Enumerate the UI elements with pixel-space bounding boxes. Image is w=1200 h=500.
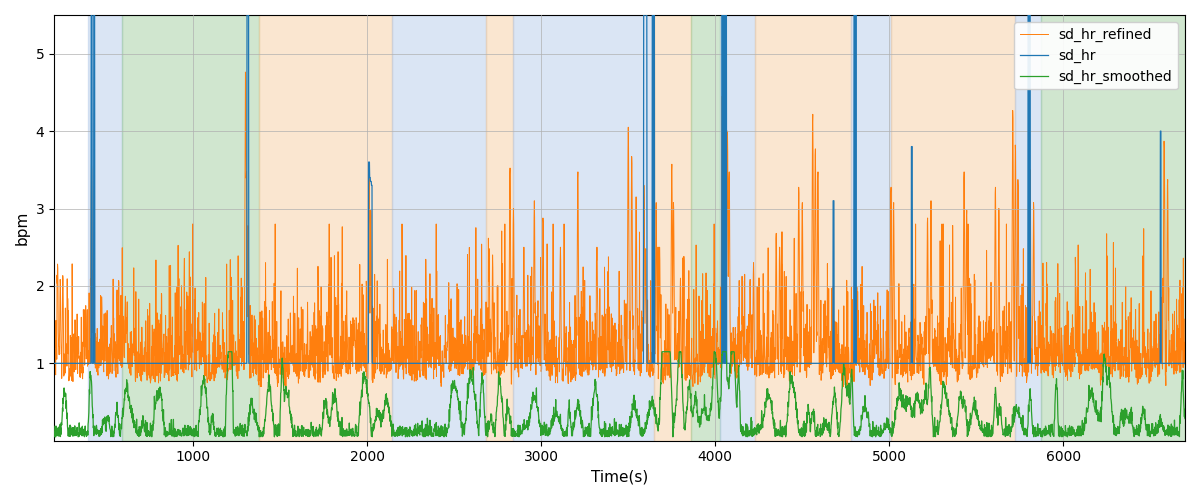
Bar: [259, 15, 391, 440]
sd_hr_refined: [696, 362, 710, 368]
sd_hr: [90, 360, 104, 366]
sd_hr_smoothed: [47, 424, 61, 430]
sd_hr_smoothed: [90, 431, 104, 437]
sd_hr_smoothed: [696, 406, 710, 412]
sd_hr: [379, 360, 394, 366]
sd_hr_smoothed: [446, 386, 461, 392]
sd_hr_refined: [253, 384, 268, 390]
Legend: sd_hr_refined, sd_hr, sd_hr_smoothed: sd_hr_refined, sd_hr, sd_hr_smoothed: [1014, 22, 1178, 90]
sd_hr: [47, 360, 61, 366]
sd_hr_refined: [313, 313, 328, 319]
sd_hr: [84, 12, 98, 18]
sd_hr_refined: [1010, 182, 1025, 188]
Bar: [654, 15, 691, 440]
Bar: [720, 15, 755, 440]
Bar: [122, 15, 259, 440]
X-axis label: Time(s): Time(s): [590, 470, 648, 485]
sd_hr: [696, 360, 710, 366]
Bar: [851, 15, 890, 440]
Bar: [1040, 15, 1186, 440]
Line: sd_hr_refined: sd_hr_refined: [54, 72, 1184, 386]
sd_hr_refined: [47, 366, 61, 372]
sd_hr: [446, 360, 461, 366]
sd_hr_refined: [239, 69, 253, 75]
sd_hr_smoothed: [312, 422, 326, 428]
Bar: [486, 15, 514, 440]
Bar: [755, 15, 851, 440]
Bar: [514, 15, 654, 440]
Line: sd_hr: sd_hr: [54, 15, 1184, 364]
sd_hr_smoothed: [437, 434, 451, 440]
sd_hr_smoothed: [221, 348, 235, 354]
sd_hr_smoothed: [379, 400, 394, 406]
sd_hr_refined: [446, 334, 461, 340]
Line: sd_hr_smoothed: sd_hr_smoothed: [54, 352, 1184, 437]
sd_hr: [1177, 360, 1192, 366]
Y-axis label: bpm: bpm: [16, 210, 30, 245]
sd_hr_refined: [1177, 340, 1192, 345]
Bar: [1014, 15, 1040, 440]
Bar: [691, 15, 720, 440]
Bar: [890, 15, 1014, 440]
Bar: [391, 15, 486, 440]
sd_hr_smoothed: [1010, 411, 1025, 417]
sd_hr_smoothed: [1177, 416, 1192, 422]
sd_hr: [1010, 360, 1025, 366]
Bar: [88, 15, 122, 440]
sd_hr: [312, 360, 326, 366]
sd_hr_refined: [379, 334, 394, 340]
sd_hr_refined: [90, 368, 104, 374]
